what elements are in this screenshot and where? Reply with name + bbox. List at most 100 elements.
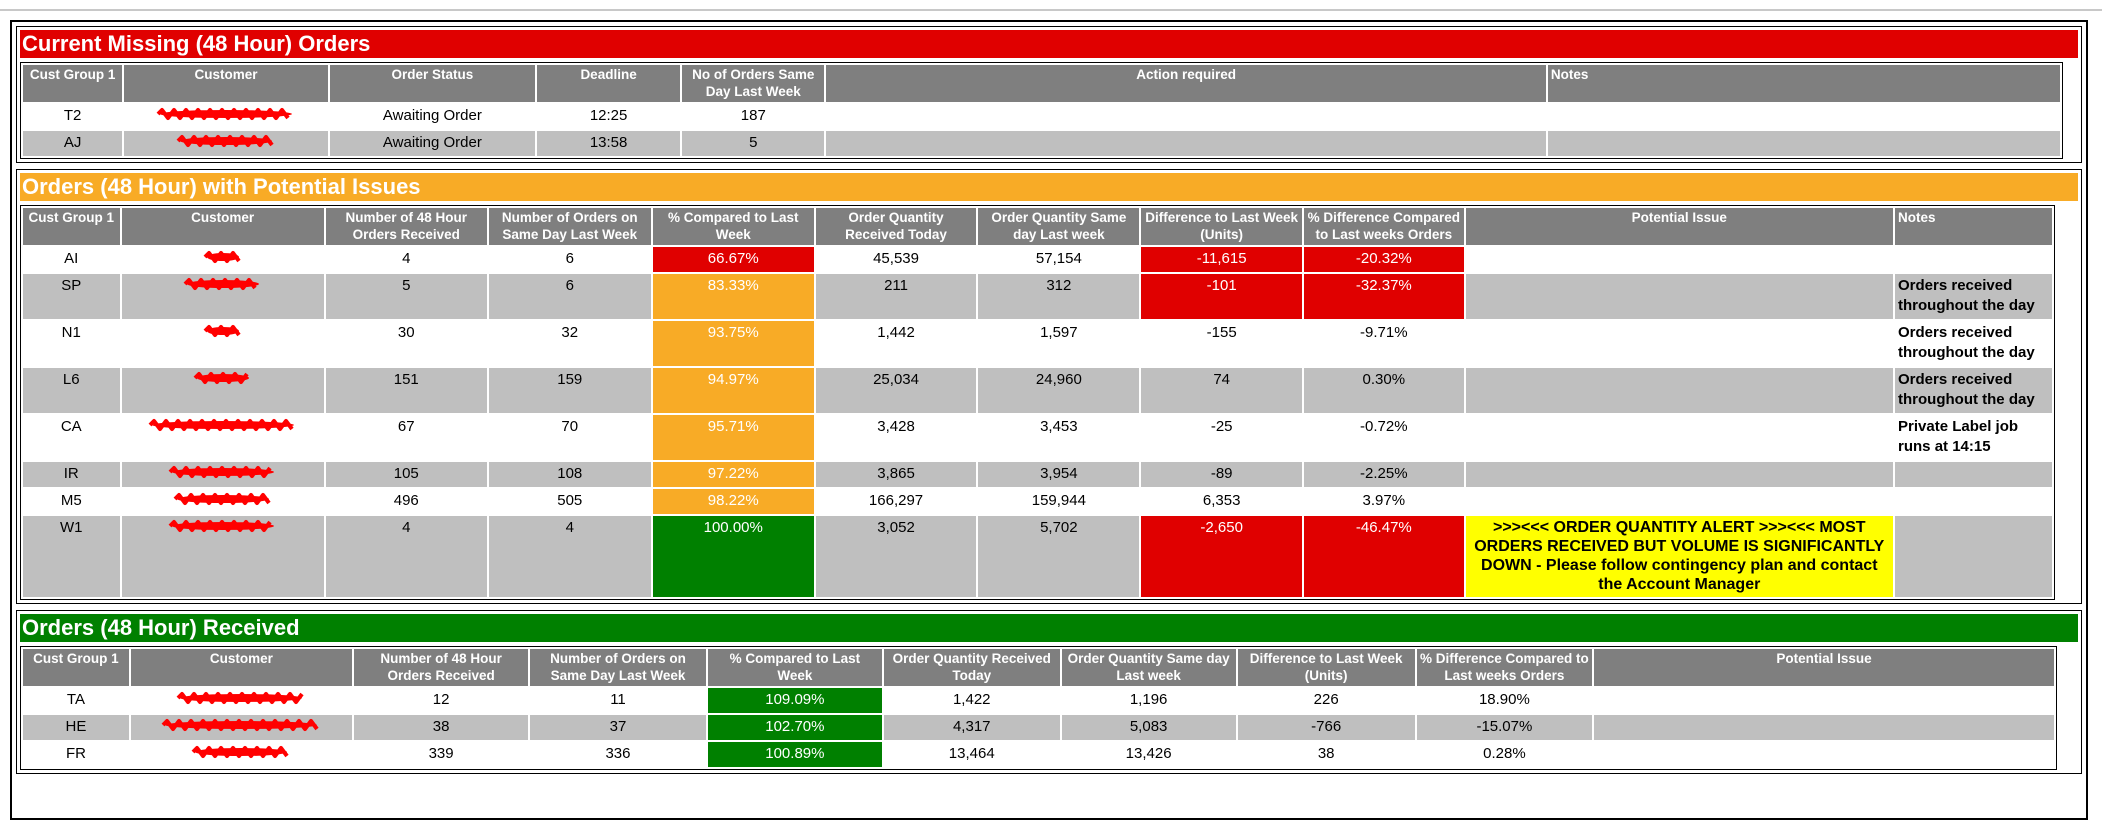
table-row: HE 38 37 102.70% 4,317 5,083 -766 -15.07% [23,715,2054,740]
table-cell: 13,464 [948,745,995,762]
table-cell: 18.90% [1478,691,1530,708]
table-cell: L6 [23,368,120,413]
table-cell: 1,597 [1040,324,1078,341]
table-cell [122,489,324,514]
table-cell [1895,462,2052,487]
table-row: AI 4 6 66.67% 45,539 57,154 -11,615 -20.32% [23,247,2052,272]
redacted-name [148,419,294,431]
table-cell: 496 [393,492,419,509]
table-row: AJ Awaiting Order 13:58 5 [23,131,2060,156]
table-cell: 70 [561,418,579,435]
table-cell [121,368,324,413]
table-row: CA 67 70 95.71% 3,428 3,453 -25 -0.72% Private L… [23,415,2052,460]
table-cell: 83.33% [652,274,814,319]
table-cell [1594,742,2054,767]
redacted-name [193,372,249,384]
table-cell: AJ [23,131,123,156]
table-row: IR 105 108 97.22% 3,865 3,954 -89 -2.25% [23,462,2052,487]
section-title: Current Missing (48 Hour) Orders [20,30,2078,58]
table-cell: -11,615 [1141,247,1303,272]
redacted-name [192,746,290,758]
table-cell [130,715,352,740]
table-cell: 336 [605,745,631,762]
table-cell: 67 [397,418,415,435]
column-header: % Compared to Last Week [707,649,882,686]
table-cell [1548,104,2060,129]
table-row: TA 12 11 109.09% 1,422 1,196 226 18.90% [23,688,2054,713]
redacted-name [176,135,274,147]
table-cell: 38 [353,715,529,740]
table-cell: 1,422 [952,691,991,708]
table-cell [1895,516,2052,597]
table-cell: 4 [488,516,651,597]
column-header: Deadline [536,65,681,102]
table-cell: FR [65,745,86,762]
table-cell: 505 [557,492,583,509]
table-cell [1465,368,1894,413]
table-cell [1466,415,1893,460]
table-cell: 94.97% [652,368,814,413]
redacted-name [203,325,241,337]
column-header: Number of 48 Hour Orders Received [353,649,529,686]
table-cell: 57,154 [1035,250,1082,267]
table-cell: -766 [1237,715,1415,740]
column-header: Order Quantity Received Today [883,649,1060,686]
column-header: Order Status [329,65,535,102]
column-header: Notes [1547,65,2060,102]
table-cell: 3,052 [815,516,977,597]
column-header: No of Orders Same Day Last Week [682,65,825,102]
table-cell: -32.37% [1304,274,1464,319]
column-header: Difference to Last Week (Units) [1141,208,1303,245]
data-table: Cust Group 1 Customer Number of 48 Hour Or… [20,205,2055,600]
data-table: Cust Group 1 Customer Order Status Deadline… [20,62,2063,159]
table-cell: 159,944 [1031,492,1086,509]
table-cell: -20.32% [1304,247,1464,272]
table-cell: 4 [325,516,487,597]
table-cell: 98.22% [652,489,814,514]
data-table: Cust Group 1 Customer Number of 48 Hour Or… [20,646,2057,770]
table-cell: 0.30% [1304,368,1464,413]
table-cell: 3,428 [877,418,915,435]
table-cell: 4 [402,250,411,267]
table-cell: 32 [561,324,579,341]
table-cell: SP [23,274,120,319]
column-header: Potential Issue [1594,649,2054,686]
table-row: L6 151 159 94.97% 25,034 24,960 74 0.30% Orders … [23,368,2052,413]
header-row: Cust Group 1 Customer Number of 48 Hour Or… [23,208,2052,245]
table-cell: >>><<< ORDER QUANTITY ALERT >>><<< MOST … [1465,516,1894,597]
table-cell [1895,489,2052,514]
column-header: Potential Issue [1465,208,1894,245]
table-cell: 0.28% [1483,745,1526,762]
table-row: T2 Awaiting Order 12:25 187 [23,104,2060,129]
table-cell: 105 [325,462,487,487]
table-cell: IR [23,462,120,487]
table-cell: 102.70% [707,715,882,740]
table-cell: 5 [325,274,487,319]
column-header: Customer [130,649,352,686]
table-cell: 37 [530,715,706,740]
column-header: % Difference Compared to Last weeks Orde… [1304,208,1464,245]
column-header: Customer [124,65,328,102]
table-cell: 6,353 [1202,492,1241,509]
table-cell [1895,247,2052,272]
header-row: Cust Group 1 Customer Order Status Deadline… [23,65,2060,102]
table-cell [826,131,1546,156]
table-cell: 108 [488,462,651,487]
table-row: FR 339 336 100.89% 13,464 13,426 38 0.28% [23,742,2054,767]
table-cell [1466,321,1893,366]
column-header: Customer [121,208,324,245]
table-cell: M5 [60,492,82,509]
table-row: M5 496 505 98.22% 166,297 159,944 6,353 3.97% [23,489,2052,514]
table-cell: Orders received throughout the day [1895,368,2052,413]
column-header: % Difference Compared to Last weeks Orde… [1416,649,1593,686]
table-cell: TA [66,691,85,708]
table-cell: 5,083 [1061,715,1236,740]
table-cell: 100.00% [652,516,814,597]
table-cell: 13:58 [536,131,681,156]
redacted-name [162,719,320,731]
table-cell: -89 [1141,462,1303,487]
column-header: % Compared to Last Week [652,208,814,245]
divider [0,9,2102,11]
table-cell [121,462,324,487]
table-cell: 6 [488,274,651,319]
